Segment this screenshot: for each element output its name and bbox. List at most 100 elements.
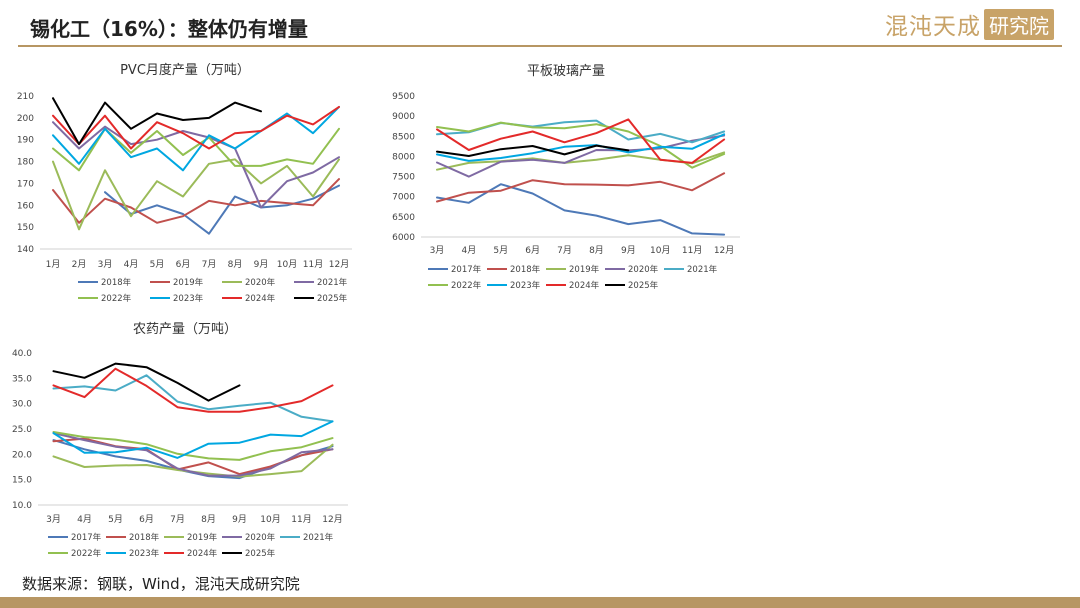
x-tick-label: 5月 (493, 245, 508, 256)
series-line-2025年 (436, 144, 630, 157)
legend-label: 2020年 (245, 277, 276, 288)
legend-label: 2017年 (71, 532, 102, 543)
x-tick-label: 6月 (525, 245, 540, 256)
series-line-2025年 (52, 97, 262, 146)
legend-label: 2018年 (510, 264, 541, 275)
x-tick-label: 5月 (150, 259, 165, 270)
legend-label: 2022年 (451, 280, 482, 291)
legend-label: 2024年 (187, 548, 218, 559)
x-tick-label: 3月 (430, 245, 445, 256)
x-tick-label: 7月 (557, 245, 572, 256)
y-tick-label: 10.0 (12, 501, 32, 511)
series-line-2020年 (52, 158, 340, 231)
x-tick-label: 10月 (650, 245, 670, 256)
y-tick-label: 35.0 (12, 374, 32, 384)
x-tick-label: 8月 (228, 259, 243, 270)
y-tick-label: 25.0 (12, 425, 32, 435)
series-line-2023年 (436, 133, 726, 162)
y-tick-label: 6000 (392, 233, 415, 243)
series-line-2019年 (52, 178, 340, 224)
y-tick-label: 180 (17, 158, 34, 168)
legend-label: 2025年 (628, 280, 659, 291)
x-tick-label: 12月 (714, 245, 734, 256)
x-tick-label: 6月 (176, 259, 191, 270)
chart-title: 平板玻璃产量 (527, 64, 605, 79)
series-line-2021年 (52, 121, 340, 209)
series-line-2024年 (52, 105, 340, 150)
series-line-2018年 (436, 172, 726, 203)
x-tick-label: 4月 (461, 245, 476, 256)
header-divider (18, 45, 1062, 47)
x-tick-label: 2月 (72, 259, 87, 270)
x-tick-label: 9月 (621, 245, 636, 256)
x-tick-label: 4月 (77, 514, 92, 525)
y-tick-label: 6500 (392, 213, 415, 223)
chart-flat-glass: 平板玻璃产量 6000 6500 7000 7500 8000 8500 9000 9500 3月… (392, 64, 740, 291)
legend-label: 2019年 (569, 264, 600, 275)
y-tick-label: 150 (17, 223, 34, 233)
logo-script-text: 混沌天成 (885, 14, 981, 40)
y-tick-label: 9000 (392, 112, 415, 122)
y-tick-label: 160 (17, 201, 34, 211)
chart-title: PVC月度产量（万吨） (120, 62, 250, 78)
x-tick-label: 3月 (98, 259, 113, 270)
x-tick-label: 8月 (201, 514, 216, 525)
x-tick-label: 9月 (232, 514, 247, 525)
brand-logo: 混沌天成 研究院 (885, 8, 1054, 40)
legend-label: 2021年 (687, 264, 718, 275)
series-line-2020年 (436, 134, 726, 178)
y-tick-label: 9500 (392, 92, 415, 102)
legend-label: 2018年 (101, 277, 132, 288)
series-line-2022年 (52, 431, 334, 461)
y-tick-label: 40.0 (12, 349, 32, 359)
y-tick-label: 30.0 (12, 400, 32, 410)
legend-label: 2023年 (129, 548, 160, 559)
legend-label: 2021年 (317, 277, 348, 288)
y-tick-label: 200 (17, 114, 34, 124)
x-tick-label: 11月 (682, 245, 702, 256)
series-line-2020年 (52, 432, 334, 477)
x-tick-label: 8月 (589, 245, 604, 256)
legend-label: 2024年 (569, 280, 600, 291)
series-line-2024年 (436, 118, 726, 164)
y-tick-label: 15.0 (12, 476, 32, 486)
x-tick-label: 6月 (139, 514, 154, 525)
y-tick-label: 20.0 (12, 450, 32, 460)
legend-label: 2022年 (71, 548, 102, 559)
legend-label: 2023年 (173, 293, 204, 304)
x-tick-label: 4月 (124, 259, 139, 270)
series-line-2023年 (52, 420, 334, 459)
series-line-2017年 (436, 183, 726, 236)
x-tick-label: 12月 (329, 259, 349, 270)
legend-label: 2023年 (510, 280, 541, 291)
legend-label: 2020年 (245, 532, 276, 543)
x-tick-label: 7月 (170, 514, 185, 525)
logo-box-text: 研究院 (984, 8, 1054, 40)
y-tick-label: 7500 (392, 173, 415, 183)
chart-pesticide: 农药产量（万吨） 10.0 15.0 20.0 25.0 30.0 35.0 40.0 3月 4月… (12, 322, 348, 559)
footer-bar (0, 597, 1080, 608)
legend-label: 2025年 (317, 293, 348, 304)
data-source-note: 数据来源：钢联，Wind，混沌天成研究院 (22, 575, 300, 593)
y-tick-label: 8500 (392, 132, 415, 142)
legend-label: 2018年 (129, 532, 160, 543)
x-tick-label: 12月 (322, 514, 342, 525)
series-line-2025年 (52, 362, 241, 402)
page-title: 锡化工（16%）：整体仍有增量 (30, 17, 308, 41)
chart-pvc: PVC月度产量（万吨） 140 150 160 170 180 190 200 210 1月 2月 3… (17, 62, 352, 304)
y-tick-label: 190 (17, 136, 34, 146)
x-tick-label: 5月 (108, 514, 123, 525)
series-line-2022年 (436, 121, 726, 169)
legend-label: 2024年 (245, 293, 276, 304)
x-tick-label: 11月 (291, 514, 311, 525)
y-tick-label: 140 (17, 245, 34, 255)
x-tick-label: 3月 (46, 514, 61, 525)
series-line-2024年 (52, 367, 334, 413)
y-tick-label: 8000 (392, 152, 415, 162)
series-line-2018年 (104, 184, 340, 235)
x-tick-label: 11月 (303, 259, 323, 270)
x-tick-label: 9月 (254, 259, 269, 270)
legend-label: 2019年 (173, 277, 204, 288)
x-tick-label: 10月 (277, 259, 297, 270)
legend-label: 2025年 (245, 548, 276, 559)
